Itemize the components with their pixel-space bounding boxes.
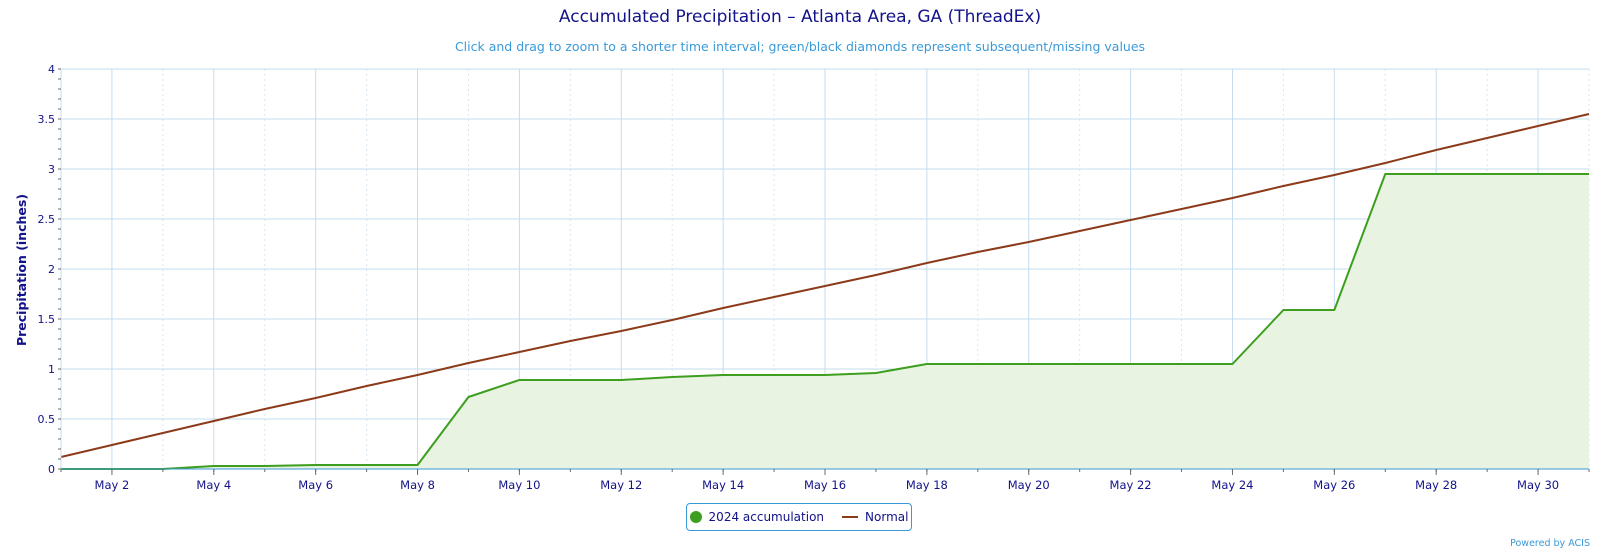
- series-line-normal[interactable]: [60, 113, 1590, 458]
- legend-label-2024: 2024 accumulation: [708, 510, 825, 524]
- data-point-2024-accumulation[interactable]: [769, 370, 779, 380]
- y-tick-label: 3.5: [38, 113, 56, 126]
- data-point-2024-accumulation[interactable]: [871, 368, 881, 378]
- data-point-normal[interactable]: [769, 292, 779, 302]
- y-tick-label: 3: [48, 163, 55, 176]
- data-point-2024-accumulation[interactable]: [1278, 305, 1288, 315]
- data-point-2024-accumulation[interactable]: [718, 370, 728, 380]
- data-point-normal[interactable]: [107, 440, 117, 450]
- x-tick-label: May 24: [1211, 478, 1253, 492]
- data-point-normal[interactable]: [1584, 109, 1594, 119]
- data-point-2024-accumulation[interactable]: [1329, 305, 1339, 315]
- data-point-2024-accumulation[interactable]: [820, 370, 830, 380]
- data-point-normal[interactable]: [413, 370, 423, 380]
- y-tick-label: 4: [48, 63, 55, 76]
- data-point-normal[interactable]: [1533, 121, 1543, 131]
- data-point-2024-accumulation[interactable]: [565, 375, 575, 385]
- x-tick-label: May 10: [498, 478, 540, 492]
- x-tick-label: May 6: [298, 478, 333, 492]
- y-tick-label: 2.5: [38, 213, 56, 226]
- data-point-normal[interactable]: [311, 393, 321, 403]
- x-tick-label: May 8: [400, 478, 435, 492]
- data-point-2024-accumulation[interactable]: [922, 359, 932, 369]
- data-point-2024-accumulation[interactable]: [667, 372, 677, 382]
- data-point-2024-accumulation[interactable]: [1177, 359, 1187, 369]
- x-tick-label: May 2: [95, 478, 130, 492]
- data-point-normal[interactable]: [209, 416, 219, 426]
- data-point-2024-accumulation[interactable]: [1024, 359, 1034, 369]
- x-tick-label: May 26: [1313, 478, 1355, 492]
- x-tick-label: May 14: [702, 478, 744, 492]
- data-point-2024-accumulation[interactable]: [1380, 169, 1390, 179]
- data-point-2024-accumulation[interactable]: [1431, 169, 1441, 179]
- data-point-2024-accumulation[interactable]: [1533, 169, 1543, 179]
- credits-link[interactable]: Powered by ACIS: [1510, 538, 1590, 549]
- data-point-2024-accumulation[interactable]: [1126, 359, 1136, 369]
- x-tick-label: May 12: [600, 478, 642, 492]
- y-tick-label: 2: [48, 263, 55, 276]
- legend: 2024 accumulation Normal: [686, 503, 912, 531]
- x-tick-label: May 18: [906, 478, 948, 492]
- data-point-normal[interactable]: [1024, 237, 1034, 247]
- y-tick-label: 1.5: [38, 313, 56, 326]
- data-point-normal[interactable]: [1329, 170, 1339, 180]
- x-tick-label: May 30: [1517, 478, 1559, 492]
- x-tick-label: May 16: [804, 478, 846, 492]
- data-point-normal[interactable]: [922, 258, 932, 268]
- data-point-normal[interactable]: [362, 381, 372, 391]
- chart-title: Accumulated Precipitation – Atlanta Area…: [558, 7, 1042, 27]
- data-point-normal[interactable]: [1227, 193, 1237, 203]
- y-tick-label: 1: [48, 363, 55, 376]
- data-point-normal[interactable]: [667, 315, 677, 325]
- data-point-normal[interactable]: [1075, 226, 1085, 236]
- x-tick-label: May 28: [1415, 478, 1457, 492]
- data-point-normal[interactable]: [565, 336, 575, 346]
- legend-item-normal[interactable]: Normal: [842, 510, 908, 524]
- legend-marker-2024: [689, 511, 702, 523]
- data-point-normal[interactable]: [616, 326, 626, 336]
- data-point-normal[interactable]: [973, 247, 983, 257]
- legend-label-normal: Normal: [865, 510, 909, 524]
- data-point-normal[interactable]: [1380, 158, 1390, 168]
- x-tick-label: May 20: [1008, 478, 1050, 492]
- data-point-normal[interactable]: [820, 281, 830, 291]
- data-point-normal[interactable]: [514, 347, 524, 357]
- data-point-normal[interactable]: [463, 358, 473, 368]
- legend-item-2024-accumulation[interactable]: 2024 accumulation: [689, 510, 825, 524]
- data-point-2024-accumulation[interactable]: [1075, 359, 1085, 369]
- series-line-2024-accumulation[interactable]: [61, 173, 1589, 470]
- legend-marker-normal: [842, 516, 859, 518]
- data-point-normal[interactable]: [718, 303, 728, 313]
- y-tick-label: 0: [48, 463, 55, 476]
- data-point-normal[interactable]: [871, 270, 881, 280]
- data-point-normal[interactable]: [1126, 215, 1136, 225]
- data-point-normal[interactable]: [260, 404, 270, 414]
- y-axis-label: Precipitation (inches): [14, 194, 29, 346]
- data-point-2024-accumulation[interactable]: [973, 359, 983, 369]
- x-tick-label: May 4: [196, 478, 231, 492]
- data-point-2024-accumulation[interactable]: [1584, 169, 1594, 179]
- chart-subtitle: Click and drag to zoom to a shorter time…: [454, 39, 1146, 54]
- data-point-2024-accumulation[interactable]: [463, 392, 473, 402]
- x-tick-label: May 22: [1110, 478, 1152, 492]
- y-tick-label: 0.5: [38, 413, 56, 426]
- data-point-normal[interactable]: [1431, 145, 1441, 155]
- data-point-2024-accumulation[interactable]: [1482, 169, 1492, 179]
- data-point-normal[interactable]: [1482, 133, 1492, 143]
- data-point-2024-accumulation[interactable]: [1227, 359, 1237, 369]
- series-area-2024-accumulation: [61, 174, 1589, 469]
- data-point-normal[interactable]: [1177, 204, 1187, 214]
- data-point-normal[interactable]: [158, 428, 168, 438]
- data-point-2024-accumulation[interactable]: [616, 375, 626, 385]
- data-point-normal[interactable]: [1278, 181, 1288, 191]
- data-point-2024-accumulation[interactable]: [514, 375, 524, 385]
